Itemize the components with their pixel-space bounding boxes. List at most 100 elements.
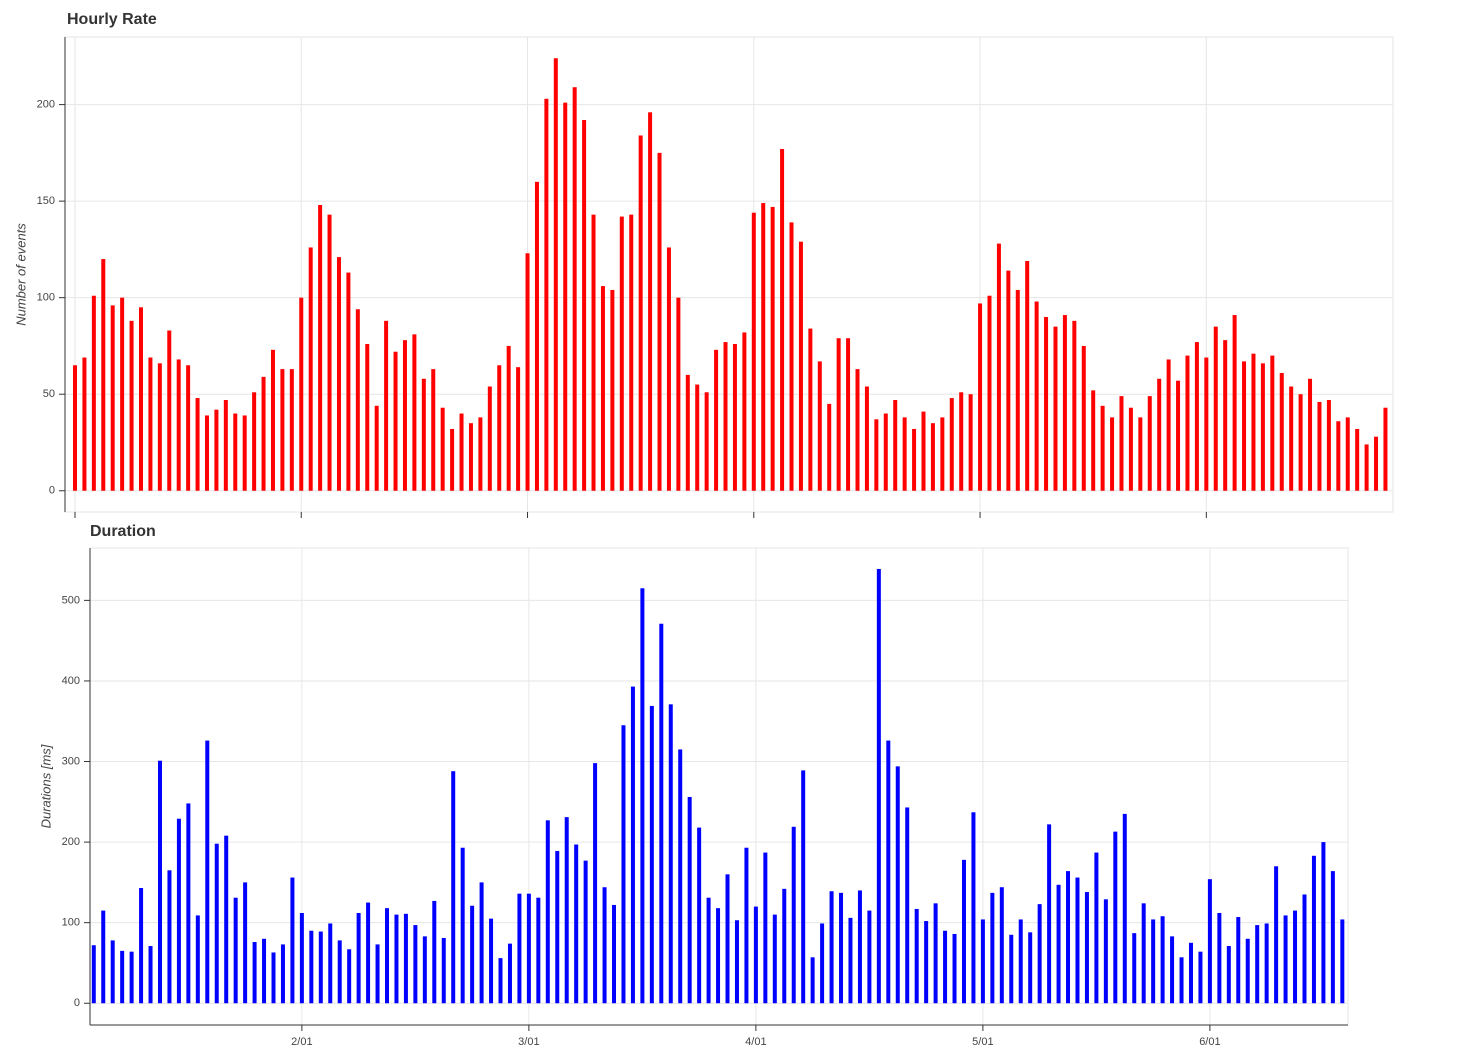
bar xyxy=(782,888,787,1004)
bar xyxy=(129,320,134,491)
bar xyxy=(742,332,747,491)
y-tick-label: 0 xyxy=(74,997,80,1009)
bar xyxy=(666,247,671,491)
bar xyxy=(583,860,588,1004)
bar xyxy=(1062,315,1067,491)
bar xyxy=(572,87,577,491)
bar xyxy=(659,623,664,1004)
bar xyxy=(1364,444,1369,491)
y-tick-label: 200 xyxy=(37,98,55,110)
bar xyxy=(72,365,77,491)
bar xyxy=(365,344,370,491)
bar xyxy=(629,214,634,491)
bar xyxy=(687,796,692,1004)
bar xyxy=(308,247,313,491)
bar xyxy=(1170,936,1175,1004)
y-tick-label: 200 xyxy=(62,836,80,848)
bar xyxy=(204,415,209,491)
bar xyxy=(1141,903,1146,1004)
bar xyxy=(470,905,475,1004)
bar xyxy=(1122,813,1127,1004)
bar xyxy=(1270,355,1275,491)
bar xyxy=(1047,824,1052,1004)
bar xyxy=(195,915,200,1004)
bar xyxy=(318,204,323,491)
bar xyxy=(1251,353,1256,491)
bar xyxy=(798,241,803,491)
bar xyxy=(280,944,285,1004)
bar xyxy=(536,897,541,1004)
bar xyxy=(1072,320,1077,491)
bar xyxy=(1345,417,1350,491)
bar xyxy=(855,369,860,491)
bar xyxy=(1255,925,1260,1004)
bar xyxy=(801,770,806,1004)
y-tick-label: 300 xyxy=(62,755,80,767)
bar xyxy=(723,342,728,491)
bar xyxy=(195,398,200,491)
bar xyxy=(706,897,711,1004)
bar xyxy=(402,340,407,491)
bar xyxy=(1194,342,1199,491)
bar xyxy=(431,369,436,491)
bar xyxy=(1100,405,1105,491)
bar xyxy=(591,214,596,491)
bar xyxy=(1066,871,1071,1004)
bar xyxy=(895,766,900,1004)
bar xyxy=(725,874,730,1004)
bar xyxy=(384,320,389,491)
bar xyxy=(385,908,390,1004)
y-tick-label: 150 xyxy=(37,195,55,207)
bar xyxy=(1151,919,1156,1004)
bar xyxy=(924,921,929,1004)
x-tick-label: 4/01 xyxy=(745,1036,766,1048)
x-tick-label: 5/01 xyxy=(972,1036,993,1048)
bar xyxy=(1311,855,1316,1004)
bar xyxy=(526,893,531,1004)
bar xyxy=(996,243,1001,491)
bar xyxy=(990,892,995,1004)
bar xyxy=(1138,417,1143,491)
bar xyxy=(678,749,683,1004)
bar xyxy=(157,760,162,1004)
bar xyxy=(176,359,181,491)
bar xyxy=(619,216,624,491)
bar xyxy=(1226,946,1231,1004)
bar xyxy=(497,365,502,491)
bar xyxy=(468,423,473,491)
bar xyxy=(498,958,503,1004)
y-tick-label: 100 xyxy=(62,917,80,929)
bar xyxy=(600,286,605,491)
bar xyxy=(214,843,219,1004)
bar xyxy=(242,415,247,491)
bar xyxy=(1283,915,1288,1004)
bar xyxy=(422,936,427,1004)
bar xyxy=(1034,301,1039,491)
bar xyxy=(1009,934,1014,1004)
bar xyxy=(421,378,426,491)
bar xyxy=(952,933,957,1004)
bar xyxy=(460,847,465,1004)
bar xyxy=(440,407,445,491)
bar xyxy=(478,417,483,491)
bar xyxy=(1160,916,1165,1004)
x-tick-label: 2/01 xyxy=(291,1036,312,1048)
bar xyxy=(761,203,766,491)
bar xyxy=(1075,877,1080,1004)
bar xyxy=(1006,270,1011,491)
bar xyxy=(780,148,785,491)
bar xyxy=(138,307,143,491)
bar xyxy=(280,369,285,491)
bar xyxy=(1321,842,1326,1004)
bar xyxy=(563,102,568,491)
bar xyxy=(1037,904,1042,1004)
bar xyxy=(1110,417,1115,491)
bar xyxy=(412,334,417,491)
bar xyxy=(347,949,352,1004)
bar xyxy=(1383,407,1388,491)
bar xyxy=(1236,917,1241,1004)
bar xyxy=(394,914,399,1004)
bar xyxy=(1204,357,1209,491)
bar xyxy=(289,369,294,491)
